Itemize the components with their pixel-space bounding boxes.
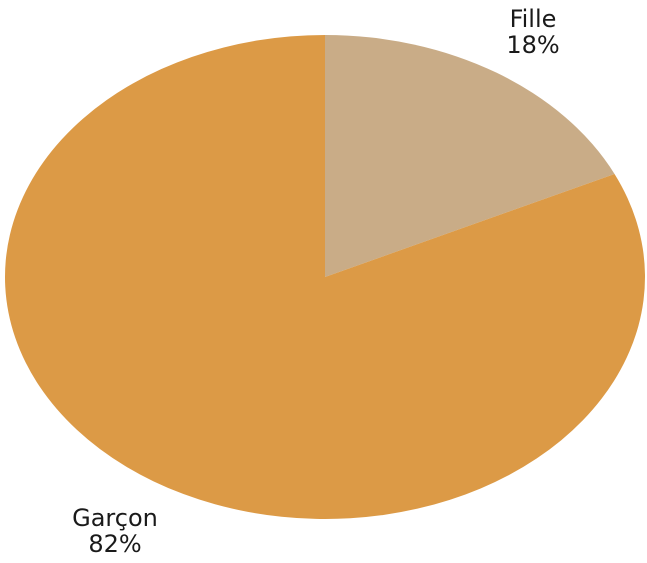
- slice-name-garcon: Garçon: [72, 504, 158, 532]
- slice-percent-garcon: 82%: [88, 530, 142, 558]
- pie-slice-garcon: [4, 35, 645, 520]
- pie-slices: [4, 35, 645, 520]
- slice-name-fille: Fille: [509, 5, 557, 33]
- slice-percent-fille: 18%: [506, 31, 560, 59]
- slice-label-fille: Fille 18%: [478, 6, 588, 58]
- slice-label-garcon: Garçon 82%: [40, 505, 190, 557]
- pie-slice-fille: [325, 35, 615, 277]
